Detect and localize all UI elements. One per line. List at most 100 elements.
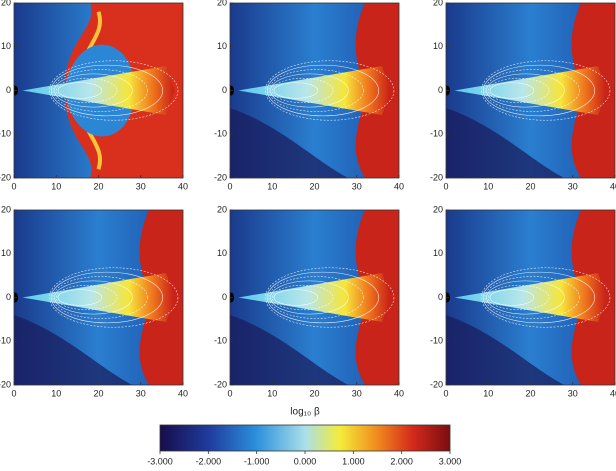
field-line (486, 280, 565, 315)
field-line (487, 77, 550, 104)
y-tick-label: 0 (6, 292, 11, 302)
y-tick-label: 20 (1, 0, 11, 7)
field-line (52, 276, 148, 319)
y-tick-label: -10 (214, 336, 227, 346)
field-line (489, 289, 535, 306)
field-line (55, 77, 118, 104)
field-line (55, 284, 118, 311)
jet (238, 273, 391, 322)
x-tick-label: 20 (309, 388, 319, 398)
y-tick-label: -20 (0, 379, 11, 389)
x-tick-label: 30 (136, 388, 146, 398)
y-tick-label: 20 (433, 204, 443, 214)
colorbar-tick-label: -2.000 (196, 456, 222, 466)
panel-image (14, 3, 183, 178)
x-tick-label: 30 (568, 181, 578, 191)
x-tick-label: 30 (352, 181, 362, 191)
field-line (273, 82, 319, 99)
y-tick-label: 0 (438, 85, 443, 95)
x-tick-label: 20 (309, 181, 319, 191)
field-line (49, 267, 179, 328)
y-tick-label: 10 (217, 41, 227, 51)
y-tick-label: -10 (430, 129, 443, 139)
dark-region (14, 315, 133, 385)
field-line (49, 60, 179, 121)
jet (22, 273, 175, 322)
x-tick-label: 0 (227, 388, 232, 398)
field-line (266, 271, 380, 324)
field-line (482, 64, 596, 117)
jet (22, 66, 175, 115)
field-line (265, 267, 395, 328)
y-tick-label: -20 (214, 379, 227, 389)
field-line (50, 64, 164, 117)
x-tick-label: 20 (525, 388, 535, 398)
y-tick-label: -10 (0, 129, 11, 139)
y-tick-label: 10 (433, 41, 443, 51)
colorbar-tick-label: 0.000 (294, 456, 317, 466)
jet (454, 273, 607, 322)
field-line (482, 271, 596, 324)
field-line (484, 276, 580, 319)
field-line (486, 73, 565, 108)
y-tick-label: -10 (0, 336, 11, 346)
colorbar-tick-label: 2.000 (390, 456, 413, 466)
x-tick-label: 40 (178, 181, 188, 191)
x-tick-label: 30 (352, 388, 362, 398)
x-tick-label: 0 (227, 181, 232, 191)
y-tick-label: 0 (438, 292, 443, 302)
x-tick-label: 0 (443, 181, 448, 191)
x-tick-label: 40 (610, 388, 616, 398)
jet (238, 66, 391, 115)
x-tick-label: 20 (93, 181, 103, 191)
field-line (270, 73, 349, 108)
field-line (50, 271, 164, 324)
field-line (52, 69, 148, 112)
dark-region (446, 315, 565, 385)
x-tick-label: 10 (51, 181, 61, 191)
field-line (271, 284, 334, 311)
field-line (265, 60, 395, 121)
y-tick-label: 10 (433, 248, 443, 258)
dark-region (446, 108, 565, 178)
field-line (489, 82, 535, 99)
field-line (268, 69, 364, 112)
colorbar-tick-label: -3.000 (147, 456, 173, 466)
y-tick-label: 20 (1, 204, 11, 214)
x-tick-label: 10 (483, 388, 493, 398)
y-tick-label: -20 (430, 172, 443, 182)
x-tick-label: 0 (11, 181, 16, 191)
y-tick-label: 0 (222, 292, 227, 302)
field-line (268, 276, 364, 319)
dark-region (230, 108, 349, 178)
field-line (57, 289, 103, 306)
x-tick-label: 0 (11, 388, 16, 398)
y-tick-label: -20 (0, 172, 11, 182)
panel-image (230, 3, 399, 178)
y-tick-label: 20 (217, 0, 227, 7)
x-tick-label: 10 (51, 388, 61, 398)
colorbar-tick-label: 3.000 (439, 456, 462, 466)
x-tick-label: 30 (568, 388, 578, 398)
field-line (487, 284, 550, 311)
panel-image (446, 210, 615, 385)
y-tick-label: -20 (430, 379, 443, 389)
field-line (271, 77, 334, 104)
x-tick-label: 40 (610, 181, 616, 191)
y-tick-label: 0 (222, 85, 227, 95)
dark-region (230, 315, 349, 385)
y-tick-label: 10 (217, 248, 227, 258)
y-tick-label: 10 (1, 41, 11, 51)
x-tick-label: 10 (267, 388, 277, 398)
field-line (481, 60, 611, 121)
x-tick-label: 40 (394, 181, 404, 191)
field-line (273, 289, 319, 306)
x-tick-label: 20 (525, 181, 535, 191)
colorbar-label: log₁₀ β (290, 407, 320, 418)
y-tick-label: 10 (1, 248, 11, 258)
panel-image (14, 210, 183, 385)
colorbar-tick-label: 1.000 (342, 456, 365, 466)
x-tick-label: 10 (483, 181, 493, 191)
field-line (266, 64, 380, 117)
